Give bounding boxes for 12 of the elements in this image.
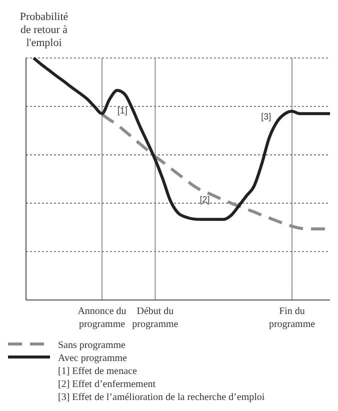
annotation: [3] (261, 112, 272, 122)
x-tick-label: Fin du programme (268, 306, 316, 330)
text: [2] Effet d’enfermement (58, 379, 156, 390)
legend-label: Avec programme (58, 353, 128, 364)
text: [3] Effet de l’amélioration de la recherche d’emploi (58, 392, 265, 403)
x-tick-label: Annonce du programme (78, 306, 126, 330)
annotation: [2] (200, 194, 210, 204)
y-axis-title: Probabilité de retour à l'emploi (20, 11, 68, 49)
legend-label: Sans programme (58, 340, 126, 351)
x-tick-label: Début du programme (132, 306, 179, 330)
annotation: [1] (117, 106, 128, 116)
text: [1] Effet de menace (58, 366, 138, 377)
